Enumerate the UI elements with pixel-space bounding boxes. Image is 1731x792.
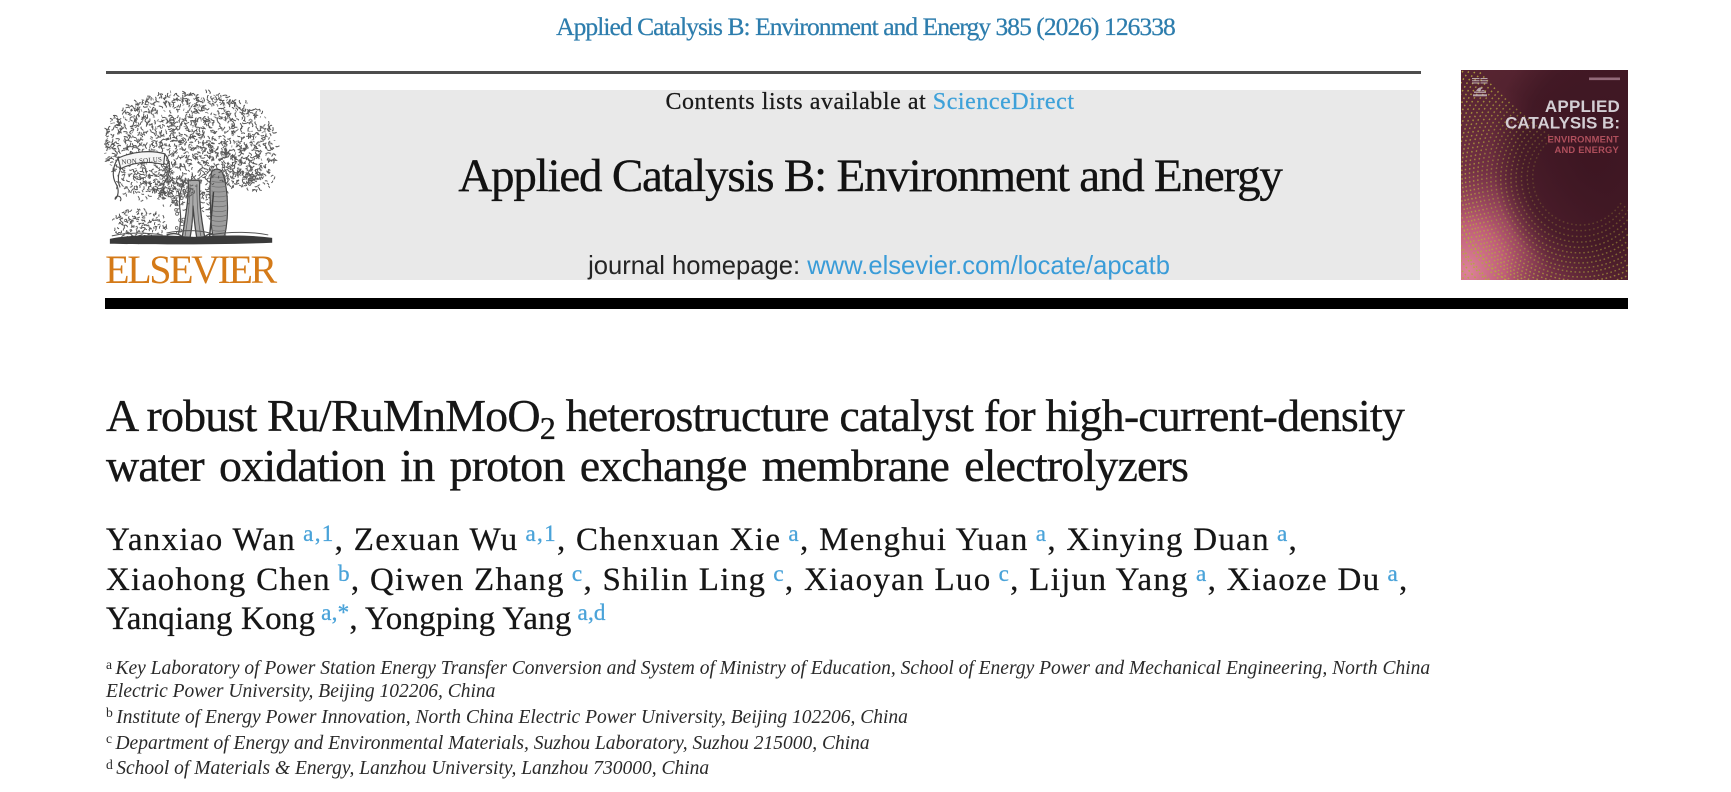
svg-text:ENVIRONMENT: ENVIRONMENT [1548, 134, 1620, 145]
svg-text:CATALYSIS B:: CATALYSIS B: [1505, 114, 1620, 133]
svg-text:NON SOLUS: NON SOLUS [121, 156, 162, 166]
svg-text:AND ENERGY: AND ENERGY [1554, 144, 1619, 155]
svg-text:APPLIED: APPLIED [1545, 97, 1620, 116]
